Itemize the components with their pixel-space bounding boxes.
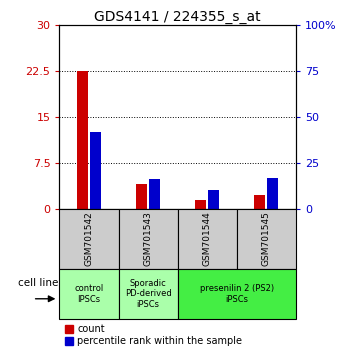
Bar (177, 209, 237, 269)
Legend: count, percentile rank within the sample: count, percentile rank within the sample (64, 324, 243, 347)
Text: presenilin 2 (PS2)
iPSCs: presenilin 2 (PS2) iPSCs (200, 284, 274, 303)
Bar (90, 132, 101, 209)
Title: GDS4141 / 224355_s_at: GDS4141 / 224355_s_at (94, 10, 261, 24)
Bar (136, 184, 147, 209)
Bar (77, 71, 88, 209)
Bar (268, 178, 278, 209)
Bar (254, 195, 265, 209)
Bar (237, 209, 296, 269)
Text: GSM701542: GSM701542 (85, 212, 94, 266)
Text: Sporadic
PD-derived
iPSCs: Sporadic PD-derived iPSCs (125, 279, 171, 309)
Text: GSM701545: GSM701545 (262, 211, 271, 267)
Bar (177, 269, 296, 319)
Text: GSM701544: GSM701544 (203, 212, 212, 266)
Bar (119, 209, 177, 269)
Bar (208, 190, 219, 209)
Bar (195, 200, 206, 209)
Bar (59, 269, 119, 319)
Text: GSM701543: GSM701543 (143, 211, 153, 267)
Text: control
IPSCs: control IPSCs (74, 284, 104, 303)
Bar (149, 179, 160, 209)
Bar (59, 209, 119, 269)
Bar (119, 269, 177, 319)
Text: cell line: cell line (18, 278, 58, 288)
